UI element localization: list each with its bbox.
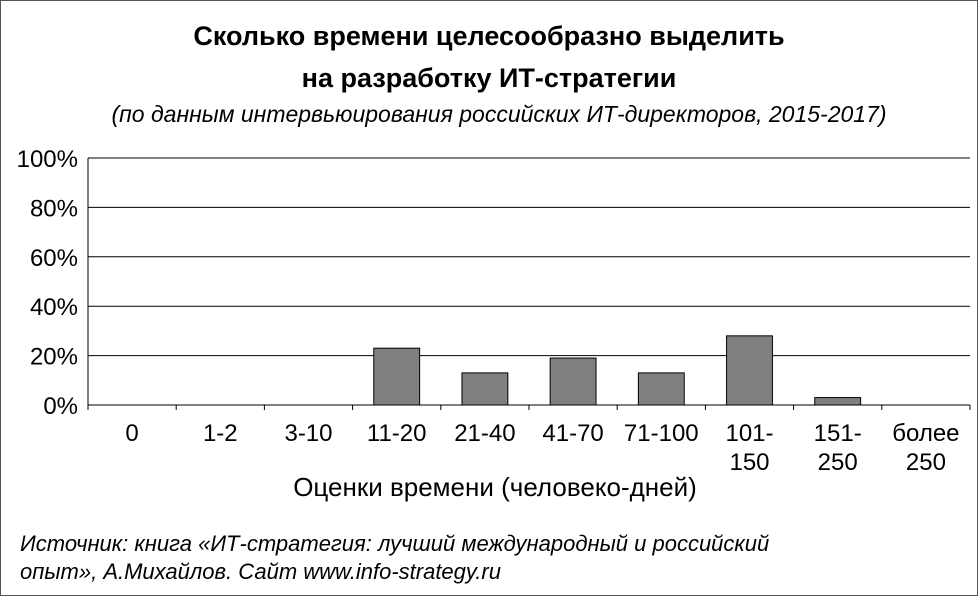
x-tick-label: 1-2 — [203, 420, 238, 447]
y-tick-label: 80% — [30, 195, 78, 222]
x-tick-label: 101- — [725, 420, 773, 447]
x-tick-label: 151- — [814, 420, 862, 447]
y-tick-label: 60% — [30, 245, 78, 272]
x-axis-label: Оценки времени (человеко-дней) — [293, 472, 697, 502]
bar — [549, 357, 597, 406]
chart-subtitle: (по данным интервьюирования российских И… — [111, 101, 887, 127]
bar — [461, 372, 509, 406]
source-line-2: опыт», А.Михайлов. Сайт www.info-strateg… — [20, 559, 501, 584]
x-tick-label: 71-100 — [624, 420, 699, 447]
x-tick-label: 21-40 — [454, 420, 515, 447]
y-tick-label: 20% — [30, 344, 78, 371]
bar — [637, 372, 685, 406]
x-tick-label: 11-20 — [367, 420, 427, 447]
bar — [814, 397, 862, 406]
y-tick-label: 0% — [43, 393, 78, 420]
bar — [373, 347, 421, 406]
x-tick-label: 150 — [729, 449, 769, 476]
y-tick-label: 40% — [30, 294, 78, 321]
source-line-1: Источник: книга «ИТ-стратегия: лучший ме… — [20, 531, 770, 556]
chart-title-line-2: на разработку ИТ-стратегии — [301, 63, 677, 93]
x-tick-label: 250 — [906, 449, 946, 476]
x-tick-label: 41-70 — [542, 420, 603, 447]
x-tick-label: 250 — [818, 449, 858, 476]
source-note: Источник: книга «ИТ-стратегия: лучший ме… — [20, 530, 920, 586]
x-tick-label: 0 — [125, 420, 138, 447]
chart-title-line-1: Сколько времени целесообразно выделить — [193, 21, 785, 51]
y-tick-label: 100% — [17, 146, 78, 173]
x-tick-label: 3-10 — [284, 420, 332, 447]
bar — [726, 335, 773, 406]
x-tick-label: более — [892, 420, 959, 447]
